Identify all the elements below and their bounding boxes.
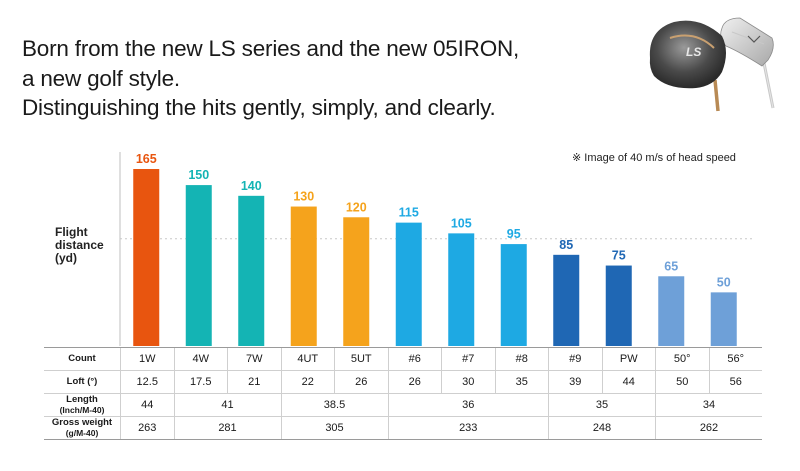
weight-cell-3: 233 [387, 416, 549, 440]
data-label-10: 65 [664, 259, 678, 273]
count-cell-7: #8 [494, 347, 549, 371]
count-cell-6: #7 [441, 347, 495, 371]
loft-cell-8: 39 [548, 370, 602, 394]
bar-10 [658, 276, 685, 346]
data-label-2: 140 [241, 179, 262, 193]
weight-unit: (g/M-40) [65, 428, 99, 438]
loft-row: Loft (°) 12.5 17.5 21 22 26 26 30 35 39 44 50 56 [44, 370, 762, 394]
count-cell-8: #9 [548, 347, 602, 371]
count-cell-5: #6 [387, 347, 442, 371]
data-label-5: 115 [399, 206, 419, 220]
bar-9 [605, 265, 632, 346]
length-cell-3: 36 [387, 393, 549, 417]
loft-cell-11: 56 [708, 370, 762, 394]
data-label-1: 150 [188, 168, 209, 182]
count-row-label: Count [44, 347, 121, 371]
loft-cell-4: 26 [334, 370, 388, 394]
length-row-label: Length (Inch/M-40) [44, 393, 121, 417]
loft-cell-7: 35 [494, 370, 549, 394]
bar-4 [343, 217, 370, 346]
loft-cell-2: 21 [227, 370, 281, 394]
loft-row-label: Loft (°) [44, 370, 121, 394]
spec-table: Count 1W 4W 7W 4UT 5UT #6 #7 #8 #9 PW 50° 56° Loft … [44, 347, 762, 440]
headline-line-3: Distinguishing the hits gently, simply, … [22, 95, 496, 120]
weight-cell-1: 281 [173, 416, 281, 440]
count-cell-4: 5UT [334, 347, 388, 371]
weight-cell-4: 248 [548, 416, 656, 440]
loft-cell-3: 22 [280, 370, 335, 394]
data-label-11: 50 [717, 275, 731, 289]
loft-cell-0: 12.5 [120, 370, 174, 394]
length-unit: (Inch/M-40) [59, 405, 105, 415]
count-cell-3: 4UT [280, 347, 335, 371]
length-cell-5: 34 [655, 393, 762, 417]
data-label-3: 130 [293, 190, 314, 204]
data-label-6: 105 [451, 216, 472, 230]
count-row: Count 1W 4W 7W 4UT 5UT #6 #7 #8 #9 PW 50° 56° [44, 347, 762, 371]
weight-cell-0: 263 [120, 416, 174, 440]
count-cell-1: 4W [173, 347, 228, 371]
golf-club-product-image: LS [649, 17, 775, 112]
weight-cell-5: 262 [655, 416, 762, 440]
bar-3 [290, 206, 317, 346]
loft-cell-1: 17.5 [173, 370, 228, 394]
loft-cell-9: 44 [601, 370, 656, 394]
bar-1 [185, 185, 212, 346]
chart-note: ※ Image of 40 m/s of head speed [572, 152, 736, 164]
data-label-4: 120 [346, 200, 367, 214]
bar-8 [553, 254, 580, 346]
y-axis-label-line-3: (yd) [55, 251, 77, 265]
headline-line-2: a new golf style. [22, 65, 180, 91]
length-cell-1: 41 [173, 393, 281, 417]
weight-label: Gross weight [51, 417, 113, 428]
length-cell-2: 38.5 [280, 393, 388, 417]
weight-row-label: Gross weight (g/M-40) [44, 416, 121, 440]
count-cell-10: 50° [655, 347, 709, 371]
y-axis-label-line-1: Flight [55, 225, 88, 239]
count-cell-0: 1W [120, 347, 174, 371]
loft-cell-6: 30 [441, 370, 495, 394]
count-cell-2: 7W [227, 347, 281, 371]
count-cell-11: 56° [708, 347, 762, 371]
data-label-8: 85 [559, 238, 573, 252]
loft-cell-10: 50 [655, 370, 709, 394]
y-axis-label-line-2: distance [55, 238, 104, 252]
length-cell-4: 35 [548, 393, 656, 417]
data-label-7: 95 [507, 227, 521, 241]
data-label-0: 165 [136, 152, 157, 166]
bar-2 [238, 195, 265, 346]
y-axis-label: Flight distance (yd) [55, 226, 104, 265]
svg-text:LS: LS [686, 45, 701, 59]
count-cell-9: PW [601, 347, 656, 371]
bar-0 [133, 169, 160, 346]
bar-11 [710, 292, 737, 346]
bar-7 [500, 244, 527, 346]
data-label-9: 75 [612, 249, 626, 263]
length-label: Length [66, 394, 98, 405]
headline: Born from the new LS series and the new … [22, 34, 622, 123]
bar-5 [395, 222, 422, 346]
loft-cell-5: 26 [387, 370, 442, 394]
length-row: Length (Inch/M-40) 44 41 38.5 36 35 34 [44, 393, 762, 417]
weight-cell-2: 305 [280, 416, 388, 440]
weight-row: Gross weight (g/M-40) 263 281 305 233 248 262 [44, 416, 762, 440]
bar-6 [448, 233, 475, 346]
length-cell-0: 44 [120, 393, 174, 417]
headline-line-1: Born from the new LS series and the new … [22, 36, 520, 61]
